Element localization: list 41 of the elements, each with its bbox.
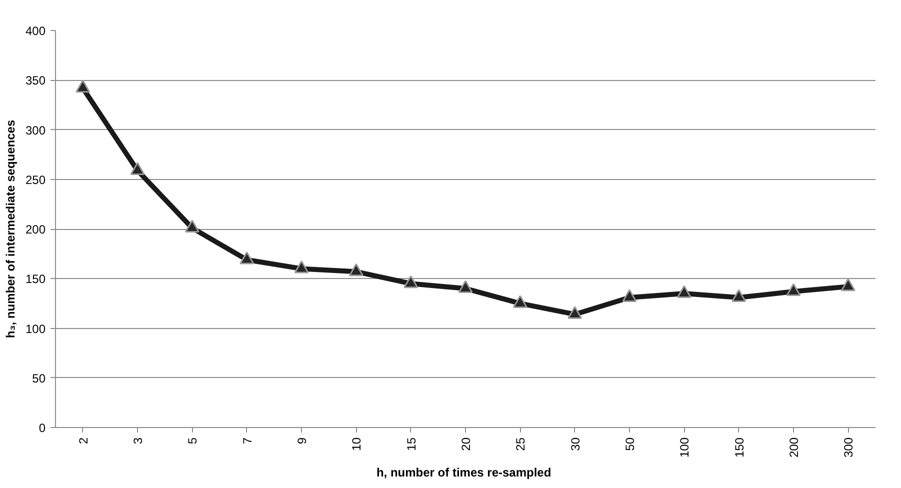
point [130, 162, 145, 175]
point [294, 260, 309, 274]
x-tick-label: 15 [404, 437, 418, 451]
x-tick-label: 2 [76, 437, 90, 444]
point [184, 220, 200, 233]
x-tick-label: 20 [459, 437, 473, 451]
y-tick-label: 0 [38, 421, 46, 435]
x-tick-label: 5 [186, 437, 200, 444]
point [404, 275, 418, 288]
x-tick-label: 7 [240, 437, 254, 444]
x-tick-label: 25 [514, 437, 528, 451]
x-tick-label: 30 [568, 437, 582, 451]
x-tick-label: 9 [295, 437, 309, 444]
y-tick-label: 150 [25, 272, 46, 286]
x-tick-label: 200 [787, 437, 801, 458]
point [786, 283, 801, 296]
point [348, 263, 364, 276]
point [622, 289, 637, 302]
point [458, 280, 473, 294]
x-axis-title: h, number of times re-sampled [376, 466, 552, 480]
y-tick-label: 250 [25, 172, 46, 187]
point [512, 295, 528, 308]
y-axis-title: h₃, number of intermediate sequences [3, 120, 18, 338]
x-tick-label: 50 [623, 437, 637, 451]
y-tick-label: 50 [32, 371, 46, 386]
y-tick-label: 100 [25, 322, 46, 336]
x-tick-label: 150 [732, 437, 746, 458]
y-tick-label: 350 [25, 74, 46, 88]
point [732, 289, 746, 302]
x-tick-label: 100 [678, 437, 692, 458]
point [840, 278, 856, 292]
point [76, 80, 90, 93]
point [568, 306, 582, 319]
y-tick-label: 200 [25, 222, 46, 236]
x-tick-label: 10 [350, 437, 364, 451]
y-tick-label: 400 [25, 24, 46, 38]
x-tick-label: 3 [131, 437, 145, 444]
x-tick-label: 300 [842, 437, 856, 458]
point [676, 285, 692, 298]
y-tick-label: 300 [25, 123, 46, 138]
point [240, 252, 254, 264]
